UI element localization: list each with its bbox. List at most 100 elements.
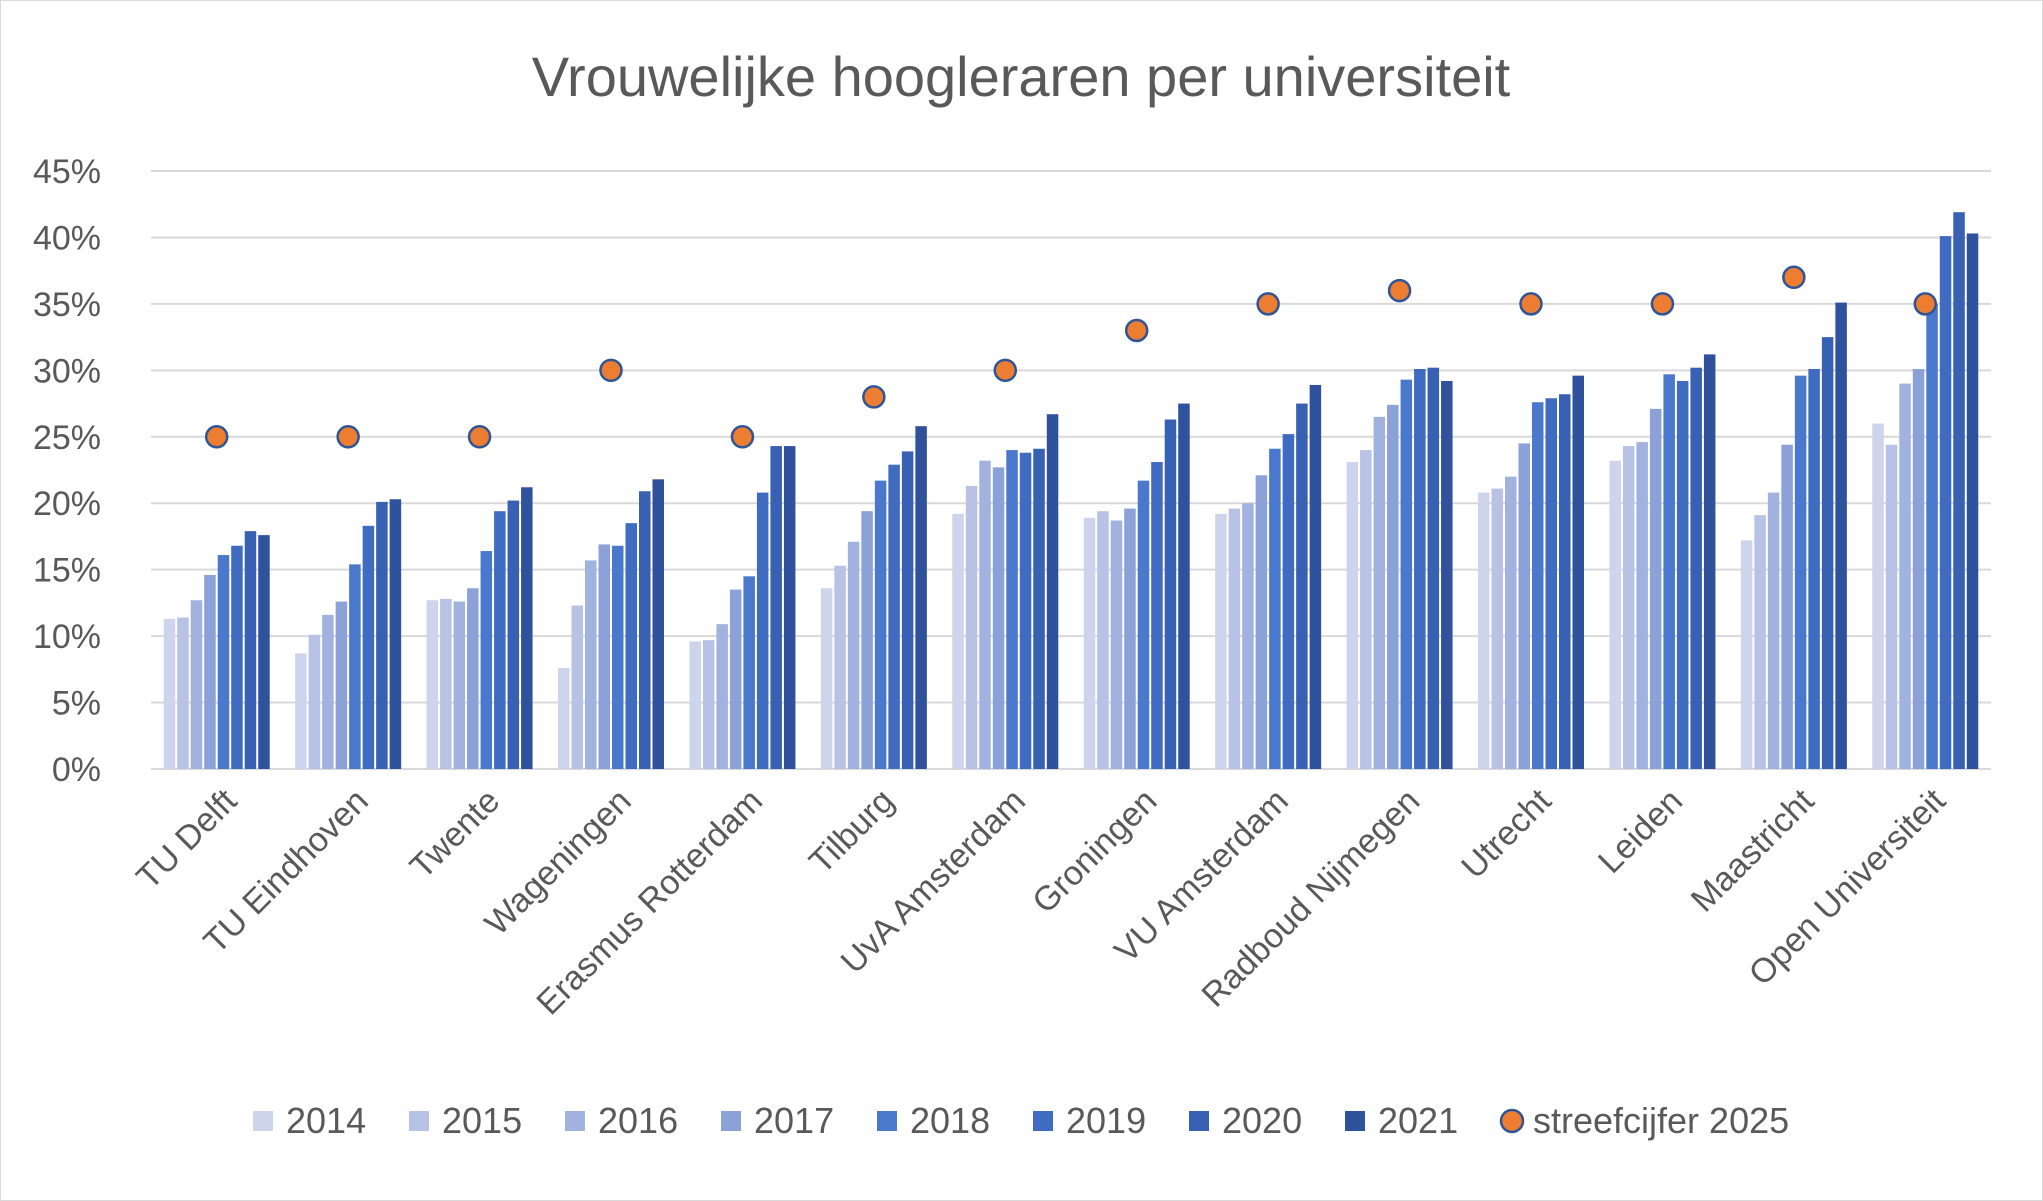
bar	[295, 653, 307, 769]
bar	[702, 640, 715, 769]
bar	[1346, 462, 1359, 769]
bar	[979, 460, 991, 769]
bar	[1255, 475, 1268, 769]
bar	[1926, 303, 1938, 769]
bar	[308, 634, 321, 769]
target-marker	[467, 425, 492, 449]
bar	[652, 479, 664, 769]
bar	[847, 541, 860, 769]
legend-label: 2014	[286, 1100, 366, 1141]
bar	[507, 500, 520, 769]
bar	[1269, 448, 1281, 769]
bar	[915, 426, 927, 769]
bar	[1781, 444, 1793, 769]
bar	[1518, 443, 1530, 769]
bar	[1545, 398, 1557, 769]
bar	[1387, 404, 1399, 769]
bar	[1821, 337, 1834, 769]
bar	[1242, 503, 1254, 769]
bar	[389, 499, 402, 769]
x-tick-label: Erasmus Rotterdam	[529, 782, 770, 1023]
legend-label: 2018	[910, 1100, 990, 1141]
target-marker	[599, 358, 623, 383]
legend-swatch	[1033, 1111, 1053, 1131]
bar	[1808, 369, 1820, 769]
bar	[204, 574, 216, 769]
y-axis-tick-labels: 0% 5% 10% 15% 20% 25% 30% 35% 40% 45%	[33, 153, 101, 789]
bar	[901, 451, 914, 769]
legend-label: streefcijfer 2025	[1533, 1100, 1789, 1141]
y-tick-label: 10%	[33, 618, 101, 656]
bar	[1899, 383, 1911, 769]
bar	[1097, 511, 1109, 769]
legend-label: 2021	[1378, 1100, 1458, 1141]
y-tick-label: 30%	[33, 352, 101, 390]
legend-swatch	[1189, 1111, 1209, 1131]
bar	[467, 588, 479, 769]
x-tick-label: Maastricht	[1684, 781, 1822, 919]
target-marker	[862, 385, 886, 409]
bar	[163, 618, 176, 769]
legend-label: 2017	[754, 1100, 834, 1141]
x-tick-label: Radboud Nijmegen	[1195, 782, 1428, 1015]
bar	[453, 601, 466, 769]
bar	[1794, 375, 1807, 769]
bar	[244, 531, 257, 769]
bar	[1572, 375, 1584, 769]
bar	[598, 544, 610, 769]
target-marker	[730, 425, 755, 449]
y-tick-label: 25%	[33, 419, 101, 457]
legend-label: 2020	[1222, 1100, 1302, 1141]
bar	[231, 545, 243, 769]
bar	[426, 600, 439, 769]
target-marker	[1124, 318, 1149, 343]
bar	[1282, 434, 1295, 769]
bar	[440, 598, 452, 769]
bar	[1215, 513, 1227, 769]
bar	[1835, 302, 1847, 769]
bar	[376, 501, 388, 769]
bar	[965, 485, 978, 769]
bar	[1559, 394, 1571, 769]
x-tick-label: Leiden	[1591, 782, 1690, 881]
bar	[585, 560, 597, 769]
target-marker	[1387, 278, 1412, 303]
bar	[689, 641, 701, 769]
bar	[494, 511, 506, 769]
bar	[1124, 508, 1136, 769]
target-marker	[993, 358, 1018, 383]
target-marker	[1913, 292, 1938, 316]
y-tick-label: 40%	[33, 219, 101, 257]
bar	[1373, 416, 1386, 769]
bar	[177, 617, 189, 769]
bar	[521, 487, 533, 769]
bar	[743, 576, 755, 769]
bar	[1478, 492, 1490, 769]
bar	[1532, 402, 1544, 769]
y-tick-label: 45%	[33, 153, 101, 191]
bar	[1636, 442, 1648, 769]
bar	[783, 446, 796, 769]
bar	[1414, 369, 1426, 769]
y-tick-label: 15%	[33, 552, 101, 590]
bar	[322, 614, 334, 769]
bar	[1296, 403, 1308, 769]
target-marker	[1782, 265, 1806, 290]
bar	[861, 511, 873, 769]
bar	[756, 492, 769, 769]
target-marker	[1256, 292, 1280, 316]
bar	[1953, 212, 1965, 769]
bar	[1019, 452, 1032, 769]
bar	[362, 525, 375, 769]
target-marker	[1519, 292, 1543, 316]
bar	[1754, 515, 1766, 769]
y-tick-label: 5%	[52, 685, 101, 723]
bar	[952, 513, 964, 769]
bar	[1740, 540, 1753, 769]
bar	[1663, 374, 1675, 769]
bar	[1228, 508, 1241, 769]
bar	[1939, 236, 1952, 769]
bar	[1872, 423, 1884, 769]
legend: 2014 2015 2016 2017 2018 2019 2020 2021 streefci…	[253, 1100, 1789, 1141]
